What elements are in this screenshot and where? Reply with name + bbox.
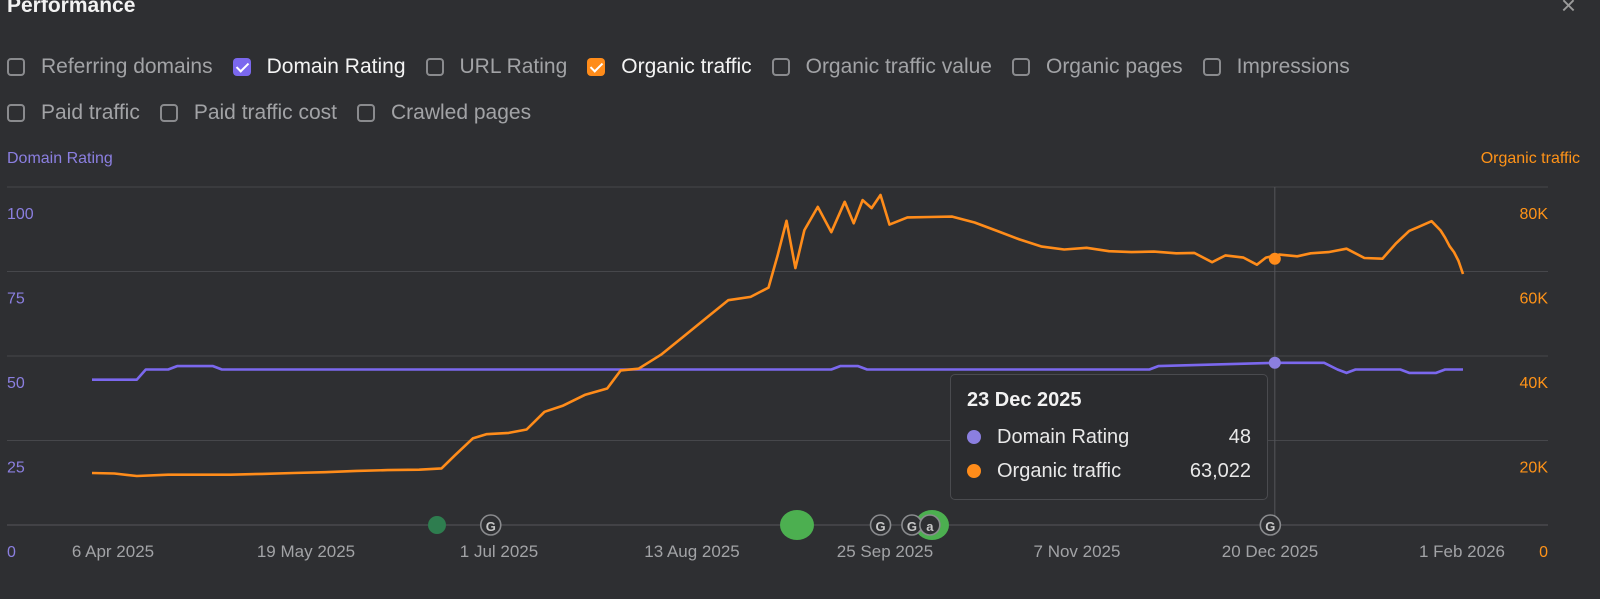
event-marker-icon xyxy=(869,514,892,536)
series-line-domain-rating xyxy=(92,361,1463,382)
checkbox-paid-traffic-cost[interactable] xyxy=(159,104,178,122)
metric-label: URL Rating xyxy=(459,55,568,78)
event-marker-icon xyxy=(479,514,502,536)
organic-traffic-highlight-point xyxy=(1268,252,1281,265)
checkbox-crawled-pages[interactable] xyxy=(357,104,376,122)
y-right-tick-label: 80K xyxy=(1520,206,1549,223)
metric-label: Organic pages xyxy=(1045,55,1183,78)
y-axis-left-title: Domain Rating xyxy=(7,150,113,167)
x-tick-label: 1 Jul 2025 xyxy=(460,542,538,561)
metric-label: Paid traffic xyxy=(41,101,140,124)
y-right-tick-label: 0 xyxy=(1539,544,1548,561)
metric-toggle-organic-traffic-value[interactable]: Organic traffic value xyxy=(771,55,992,79)
tooltip-date: 23 Dec 2025 xyxy=(967,389,1082,411)
event-marker-label: G xyxy=(486,519,496,534)
event-marker-label: G xyxy=(1265,519,1275,534)
panel-title: Performance xyxy=(7,0,136,17)
metric-label: Paid traffic cost xyxy=(193,101,338,124)
checkbox-organic-traffic[interactable] xyxy=(587,58,606,76)
metric-toggle-domain-rating[interactable]: Domain Rating xyxy=(232,55,406,79)
event-marker-icon xyxy=(919,514,941,536)
event-dot-marker xyxy=(428,516,446,534)
checkbox-domain-rating[interactable] xyxy=(232,58,251,76)
checkbox-organic-traffic-value[interactable] xyxy=(771,58,790,76)
y-right-tick-label: 40K xyxy=(1520,375,1549,392)
metric-toggle-impressions[interactable]: Impressions xyxy=(1202,55,1350,79)
tooltip-row-value: 63,022 xyxy=(1189,459,1251,482)
tooltip-row-domain-rating: Domain Rating 48 xyxy=(967,420,1251,454)
checkbox-paid-traffic[interactable] xyxy=(7,104,25,122)
x-tick-label: 19 May 2025 xyxy=(257,542,355,561)
metric-label: Organic traffic value xyxy=(805,55,992,78)
metric-toggle-crawled-pages[interactable]: Crawled pages xyxy=(357,101,531,125)
metric-toggle-paid-traffic[interactable]: Paid traffic xyxy=(7,101,140,125)
metric-toggle-referring-domains[interactable]: Referring domains xyxy=(7,55,213,79)
metric-toggle-paid-traffic-cost[interactable]: Paid traffic cost xyxy=(159,101,338,125)
y-right-tick-label: 60K xyxy=(1520,291,1549,308)
organic-traffic-dot-icon xyxy=(967,464,981,478)
metric-toggle-organic-traffic[interactable]: Organic traffic xyxy=(587,55,752,79)
x-tick-label: 25 Sep 2025 xyxy=(837,542,933,561)
y-axis-right-title: Organic traffic xyxy=(1480,150,1580,167)
x-tick-label: 13 Aug 2025 xyxy=(644,542,739,561)
x-tick-label: 20 Dec 2025 xyxy=(1222,542,1318,561)
event-cluster-marker xyxy=(780,510,814,540)
tooltip-row-name: Organic traffic xyxy=(997,459,1122,482)
x-tick-label: 7 Nov 2025 xyxy=(1034,542,1121,561)
tooltip-row-organic-traffic: Organic traffic 63,022 xyxy=(967,454,1251,488)
y-right-tick-label: 20K xyxy=(1520,460,1549,477)
event-marker-icon xyxy=(1259,514,1282,536)
metric-label: Impressions xyxy=(1236,55,1350,78)
metric-toggle-organic-pages[interactable]: Organic pages xyxy=(1011,55,1183,79)
metric-toggle-url-rating[interactable]: URL Rating xyxy=(425,55,568,79)
chart-tooltip: 23 Dec 2025 Domain Rating 48 Organic tra… xyxy=(950,374,1268,500)
event-marker-label: G xyxy=(907,519,917,534)
x-tick-label: 6 Apr 2025 xyxy=(72,542,154,561)
domain-rating-dot-icon xyxy=(967,430,981,444)
close-icon[interactable]: × xyxy=(1560,0,1576,20)
y-left-tick-label: 0 xyxy=(7,544,16,561)
event-marker-label: a xyxy=(926,519,934,534)
tooltip-row-value: 48 xyxy=(1228,425,1251,448)
metric-row-1: Referring domains Domain Rating URL Rating… xyxy=(7,44,1567,90)
y-left-tick-label: 75 xyxy=(7,291,25,308)
series-line-organic-traffic xyxy=(91,193,1465,478)
y-left-tick-label: 100 xyxy=(7,206,34,223)
metric-label: Domain Rating xyxy=(266,55,406,78)
metric-toggles: Referring domains Domain Rating URL Rating… xyxy=(7,44,1567,136)
y-left-tick-label: 25 xyxy=(7,460,25,477)
metric-row-2: Paid traffic Paid traffic cost Crawled pag… xyxy=(7,90,1567,136)
metric-label: Organic traffic xyxy=(621,55,752,78)
x-tick-label: 1 Feb 2026 xyxy=(1419,542,1505,561)
checkbox-referring-domains[interactable] xyxy=(7,58,25,76)
metric-label: Referring domains xyxy=(41,55,213,78)
checkbox-organic-pages[interactable] xyxy=(1011,58,1030,76)
event-marker-label: G xyxy=(875,519,885,534)
tooltip-row-name: Domain Rating xyxy=(997,425,1130,448)
checkbox-url-rating[interactable] xyxy=(425,58,444,76)
y-left-tick-label: 50 xyxy=(7,375,25,392)
metric-label: Crawled pages xyxy=(391,101,532,124)
checkbox-impressions[interactable] xyxy=(1202,58,1221,76)
domain-rating-highlight-point xyxy=(1268,356,1281,369)
